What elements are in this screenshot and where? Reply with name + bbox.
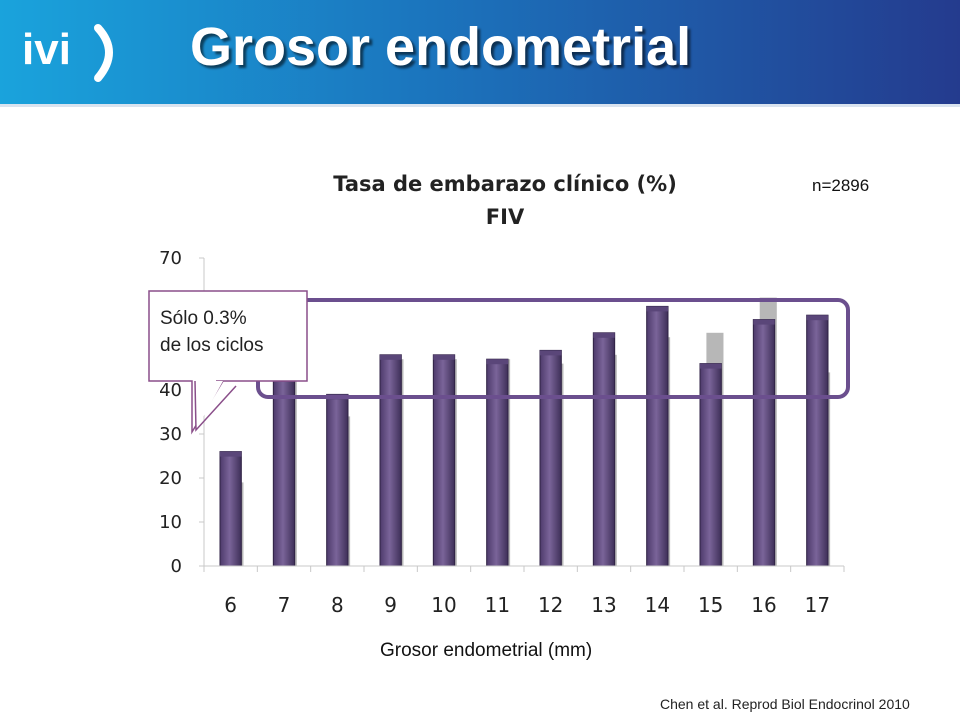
bar (327, 394, 348, 566)
bar (807, 315, 828, 566)
y-tick-label: 20 (159, 468, 182, 489)
bar-cap (487, 359, 508, 364)
bar (380, 355, 401, 566)
bar (220, 452, 241, 566)
bar-cap (647, 306, 668, 311)
background-series (226, 298, 830, 566)
bar-series (220, 306, 828, 566)
y-tick-label: 70 (159, 248, 182, 269)
bar-cap (593, 333, 614, 338)
x-tick-label: 12 (538, 593, 563, 617)
x-tick-label: 16 (751, 593, 776, 617)
x-tick-label: 17 (805, 593, 830, 617)
x-axis-label: Grosor endometrial (mm) (380, 640, 592, 662)
citation: Chen et al. Reprod Biol Endocrinol 2010 (660, 696, 910, 712)
x-tick-label: 11 (485, 593, 510, 617)
x-tick-label: 6 (224, 593, 237, 617)
bar-cap (220, 452, 241, 457)
x-axis: 6 7 8 9 10 11 12 13 14 15 16 17 (204, 566, 844, 617)
bar-cap (433, 355, 454, 360)
bar (753, 320, 774, 566)
callout-line-1: Sólo 0.3% (160, 305, 300, 332)
x-tick-label: 9 (384, 593, 397, 617)
x-tick-label: 8 (331, 593, 344, 617)
callout-line-2: de los ciclos (160, 332, 300, 359)
x-tick-label: 14 (645, 593, 670, 617)
bar (700, 364, 721, 566)
x-tick-label: 7 (278, 593, 291, 617)
bar (487, 359, 508, 566)
bar (433, 355, 454, 566)
bar-cap (700, 364, 721, 369)
bar (593, 333, 614, 566)
bar (647, 306, 668, 566)
bar-chart: 010203040506070 67891011121314151617 (0, 0, 960, 720)
bar (540, 350, 561, 566)
x-tick-label: 15 (698, 593, 723, 617)
x-tick-label: 13 (591, 593, 616, 617)
bar-cap (380, 355, 401, 360)
bar-cap (540, 350, 561, 355)
bar-cap (753, 320, 774, 325)
y-tick-label: 10 (159, 512, 182, 533)
callout-text: Sólo 0.3% de los ciclos (160, 305, 300, 359)
bar-cap (807, 315, 828, 320)
y-tick-label: 0 (171, 556, 182, 577)
x-tick-label: 10 (431, 593, 456, 617)
